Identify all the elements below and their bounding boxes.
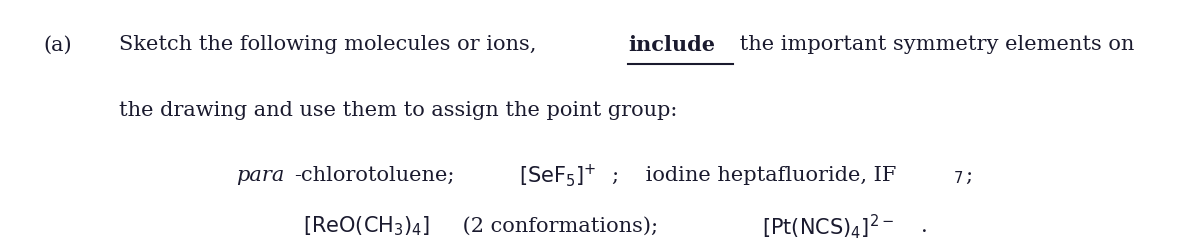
Text: the drawing and use them to assign the point group:: the drawing and use them to assign the p… xyxy=(119,101,677,120)
Text: $[\mathrm{ReO(CH_3)_4}]$: $[\mathrm{ReO(CH_3)_4}]$ xyxy=(304,215,430,238)
Text: $[\mathrm{Pt(NCS)_4}]^{2-}$: $[\mathrm{Pt(NCS)_4}]^{2-}$ xyxy=(762,212,894,241)
Text: para: para xyxy=(236,166,284,185)
Text: include: include xyxy=(628,35,715,55)
Text: $\mathregular{_7}$: $\mathregular{_7}$ xyxy=(953,166,964,186)
Text: Sketch the following molecules or ions,: Sketch the following molecules or ions, xyxy=(119,35,542,54)
Text: $[\mathrm{SeF_5}]^{+}$: $[\mathrm{SeF_5}]^{+}$ xyxy=(518,162,596,189)
Text: .: . xyxy=(920,217,928,236)
Text: -chlorotoluene;: -chlorotoluene; xyxy=(294,166,455,185)
Text: ;    iodine heptafluoride, IF: ; iodine heptafluoride, IF xyxy=(612,166,896,185)
Text: (2 conformations);: (2 conformations); xyxy=(456,217,658,236)
Text: the important symmetry elements on: the important symmetry elements on xyxy=(732,35,1134,54)
Text: ;: ; xyxy=(966,166,973,185)
Text: (a): (a) xyxy=(44,35,72,54)
